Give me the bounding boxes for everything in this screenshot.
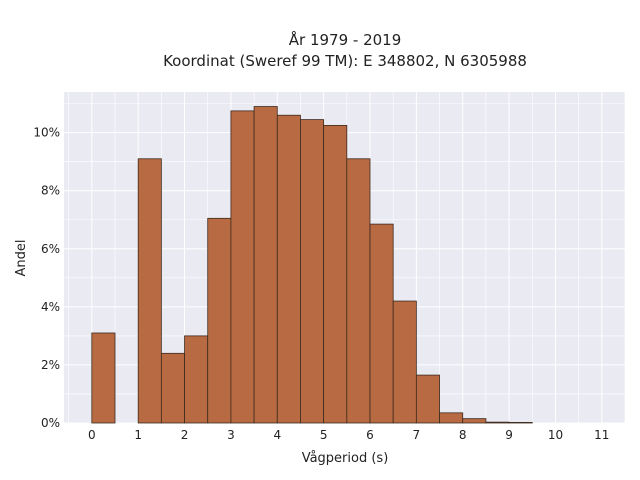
x-axis-label: Vågperiod (s) xyxy=(302,451,389,466)
histogram-bar xyxy=(392,300,417,424)
histogram-bar xyxy=(230,110,255,424)
histogram-bar xyxy=(369,223,394,424)
histogram-bar xyxy=(346,158,371,424)
histogram-bar xyxy=(485,421,510,424)
x-tick-label: 6 xyxy=(366,428,374,442)
x-tick-labels: 0 1 2 3 4 5 6 7 8 9 10 11 xyxy=(88,428,609,442)
x-tick-label: 0 xyxy=(88,428,96,442)
y-tick-label: 4% xyxy=(41,300,60,314)
histogram-bar xyxy=(415,374,440,424)
y-axis-label: Andel xyxy=(14,240,29,277)
y-tick-label: 10% xyxy=(33,126,60,140)
histogram-bar xyxy=(462,418,487,424)
chart-title-line2: Koordinat (Sweref 99 TM): E 348802, N 63… xyxy=(163,52,527,70)
y-tick-label: 6% xyxy=(41,242,60,256)
histogram-bar xyxy=(300,119,325,424)
histogram-bar xyxy=(184,335,209,424)
histogram-bar xyxy=(323,124,348,424)
x-tick-label: 9 xyxy=(505,428,513,442)
y-tick-label: 8% xyxy=(41,184,60,198)
histogram-bar xyxy=(137,158,162,424)
histogram-bar xyxy=(508,422,533,424)
histogram-bars xyxy=(91,106,533,424)
histogram-bar xyxy=(160,352,185,424)
histogram-bar xyxy=(207,217,232,424)
histogram-bar xyxy=(91,332,116,424)
histogram-bar xyxy=(276,114,301,424)
histogram-bar xyxy=(253,106,278,424)
y-tick-label: 0% xyxy=(41,416,60,430)
x-tick-label: 1 xyxy=(134,428,142,442)
x-tick-label: 11 xyxy=(594,428,609,442)
x-tick-label: 2 xyxy=(181,428,189,442)
x-tick-label: 10 xyxy=(548,428,563,442)
x-tick-label: 8 xyxy=(459,428,467,442)
y-tick-labels: 0% 2% 4% 6% 8% 10% xyxy=(33,126,60,430)
histogram-bar xyxy=(439,412,464,424)
x-tick-label: 5 xyxy=(320,428,328,442)
x-tick-label: 7 xyxy=(413,428,421,442)
x-tick-label: 3 xyxy=(227,428,235,442)
y-tick-label: 2% xyxy=(41,358,60,372)
x-tick-label: 4 xyxy=(273,428,281,442)
chart-title-line1: År 1979 - 2019 xyxy=(289,30,402,49)
